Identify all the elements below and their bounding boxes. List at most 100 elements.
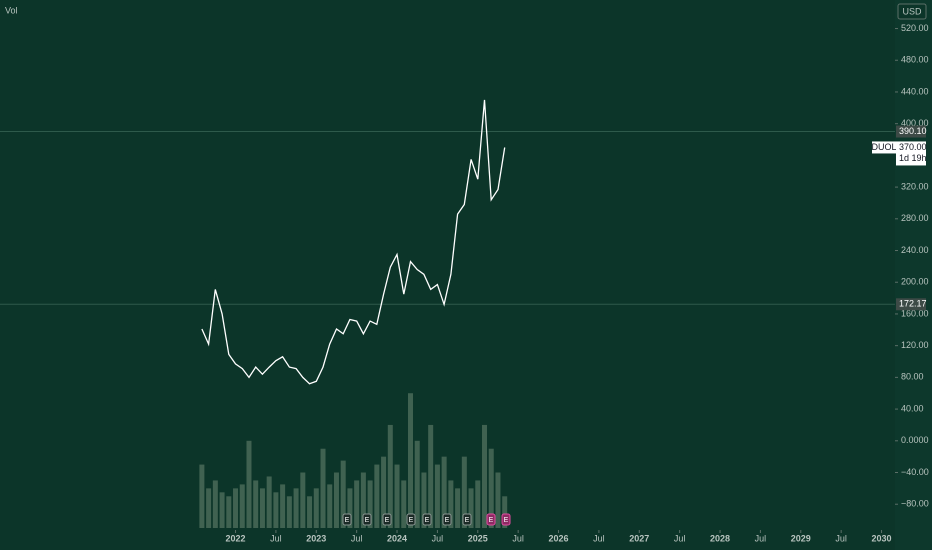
volume-bar [233, 488, 239, 528]
y-tick-label: 80.00 [901, 372, 924, 382]
volume-bar [293, 488, 299, 528]
price-label: 390.10 [899, 126, 927, 136]
volume-bar [502, 496, 508, 528]
last-price-box [896, 141, 926, 166]
x-tick-label: 2026 [549, 533, 569, 543]
x-tick-label: 2025 [468, 533, 488, 543]
earnings-label: E [409, 517, 414, 524]
volume-bar [286, 496, 292, 528]
earnings-box [362, 513, 372, 526]
x-tick-label: Jul [755, 533, 767, 543]
volume-bar [482, 424, 488, 528]
price-label: 172.17 [899, 299, 927, 309]
y-tick-label: 200.00 [901, 277, 929, 287]
volume-bar [367, 480, 373, 528]
symbol: DUOL [871, 142, 896, 152]
x-tick-label: 2028 [710, 533, 730, 543]
volume-bar [273, 492, 279, 528]
last-price: 370.00 [899, 142, 927, 152]
earnings-box [486, 513, 496, 526]
volume-bar [219, 492, 225, 528]
currency-box[interactable] [897, 3, 927, 20]
symbol-box [872, 141, 896, 154]
volume-bar [259, 488, 265, 528]
volume-bar [307, 496, 313, 528]
volume-bar [401, 480, 407, 528]
y-tick-label: −40.00 [901, 467, 929, 477]
y-tick-label: −80.00 [901, 499, 929, 509]
x-tick-label: 2022 [226, 533, 246, 543]
countdown: 1d 19h [899, 153, 927, 163]
volume-bar [394, 464, 400, 528]
x-tick-label: 2027 [629, 533, 649, 543]
earnings-box [442, 513, 452, 526]
volume-bar [448, 480, 454, 528]
price-axis [895, 0, 932, 550]
volume-bar [441, 456, 447, 528]
volume-bar [313, 488, 319, 528]
x-tick-label: Jul [270, 533, 282, 543]
x-tick-label: Jul [835, 533, 847, 543]
volume-bar [488, 448, 494, 528]
earnings-box [406, 513, 416, 526]
earnings-box [342, 513, 352, 526]
x-tick-label: Jul [512, 533, 524, 543]
volume-bar [239, 484, 245, 528]
volume-bar [461, 456, 467, 528]
y-tick-label: 320.00 [901, 181, 929, 191]
currency: USD [902, 6, 922, 16]
volume-bar [374, 464, 380, 528]
volume-bar [327, 484, 333, 528]
earnings-box [382, 513, 392, 526]
volume-bar [347, 488, 353, 528]
y-tick-label: 400.00 [901, 118, 929, 128]
volume-bar [468, 488, 474, 528]
volume-bar [354, 480, 360, 528]
volume-bar [340, 460, 346, 528]
volume-bar [387, 424, 393, 528]
volume-bar [475, 480, 481, 528]
x-tick-label: 2030 [872, 533, 892, 543]
y-tick-label: 0.0000 [901, 435, 929, 445]
volume-bar [300, 472, 306, 528]
x-tick-label: Jul [351, 533, 363, 543]
volume-bar [206, 488, 212, 528]
volume-bar [495, 472, 501, 528]
earnings-label: E [465, 517, 470, 524]
volume-bar [381, 456, 387, 528]
earnings-label: E [425, 517, 430, 524]
y-tick-label: 40.00 [901, 403, 924, 413]
y-tick-label: 280.00 [901, 213, 929, 223]
x-tick-label: 2024 [387, 533, 407, 543]
y-tick-label: 520.00 [901, 23, 929, 33]
earnings-label: E [445, 517, 450, 524]
volume-bar [414, 440, 420, 528]
y-tick-label: 480.00 [901, 55, 929, 65]
price-label-box [896, 298, 926, 311]
volume-bar [434, 464, 440, 528]
price-label-box [896, 125, 926, 138]
x-tick-label: Jul [432, 533, 444, 543]
price-line-series [201, 99, 506, 385]
volume-bar [333, 472, 339, 528]
volume-bar [280, 484, 286, 528]
volume-bar [320, 448, 326, 528]
y-tick-label: 440.00 [901, 86, 929, 96]
y-tick-label: 120.00 [901, 340, 929, 350]
x-tick-label: 2029 [791, 533, 811, 543]
volume-label: Vol [5, 5, 18, 15]
earnings-label: E [365, 517, 370, 524]
volume-bar [266, 476, 272, 528]
volume-bar [212, 480, 218, 528]
volume-bar [199, 464, 205, 528]
volume-bar [253, 480, 259, 528]
y-tick-label: 160.00 [901, 308, 929, 318]
earnings-box [501, 513, 511, 526]
x-tick-label: 2023 [306, 533, 326, 543]
volume-bar [455, 488, 461, 528]
earnings-label: E [345, 517, 350, 524]
volume-bar [360, 472, 366, 528]
volume-bar [407, 393, 413, 528]
